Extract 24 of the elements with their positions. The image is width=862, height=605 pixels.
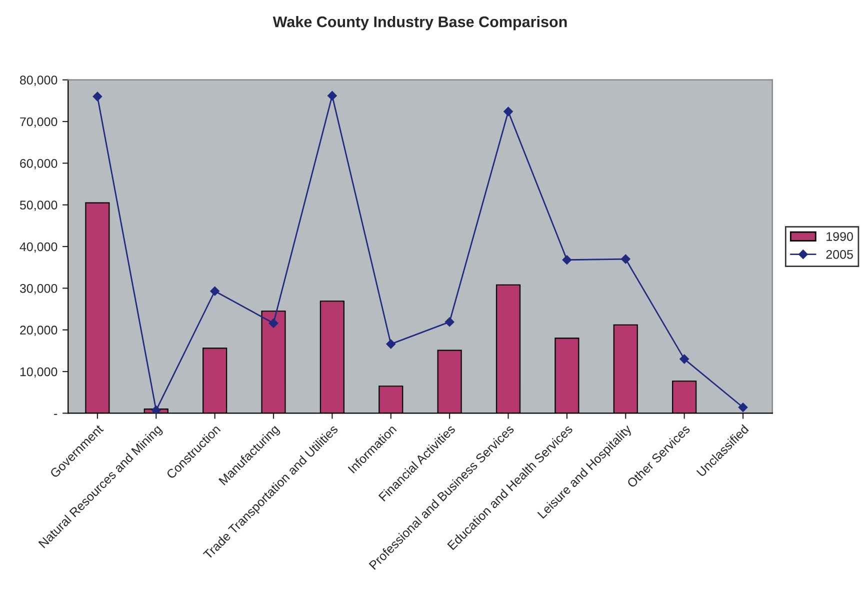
point bbox=[92, 92, 102, 102]
point bbox=[738, 402, 748, 412]
chart-title: Wake County Industry Base Comparison bbox=[272, 16, 567, 30]
y-tick-label: 10,000 bbox=[20, 367, 58, 378]
legend-label: 2005 bbox=[826, 250, 853, 259]
point bbox=[621, 254, 630, 264]
point bbox=[504, 106, 513, 116]
y-tick-label: 70,000 bbox=[20, 117, 58, 128]
y-tick-label: 50,000 bbox=[20, 200, 58, 211]
point bbox=[680, 354, 689, 364]
y-tick-label: 30,000 bbox=[20, 284, 58, 294]
legend-label: 1990 bbox=[826, 232, 853, 241]
y-tick-label: 60,000 bbox=[20, 159, 58, 170]
y-tick-label: - bbox=[54, 414, 58, 415]
point bbox=[562, 255, 572, 264]
point bbox=[328, 91, 337, 100]
y-tick-label: 40,000 bbox=[20, 242, 58, 253]
point bbox=[444, 317, 454, 327]
point bbox=[152, 406, 161, 414]
point bbox=[268, 318, 278, 328]
y-tick-label: 20,000 bbox=[20, 326, 58, 336]
point bbox=[386, 339, 396, 349]
y-tick-label: 80,000 bbox=[20, 76, 58, 86]
point bbox=[210, 286, 220, 296]
